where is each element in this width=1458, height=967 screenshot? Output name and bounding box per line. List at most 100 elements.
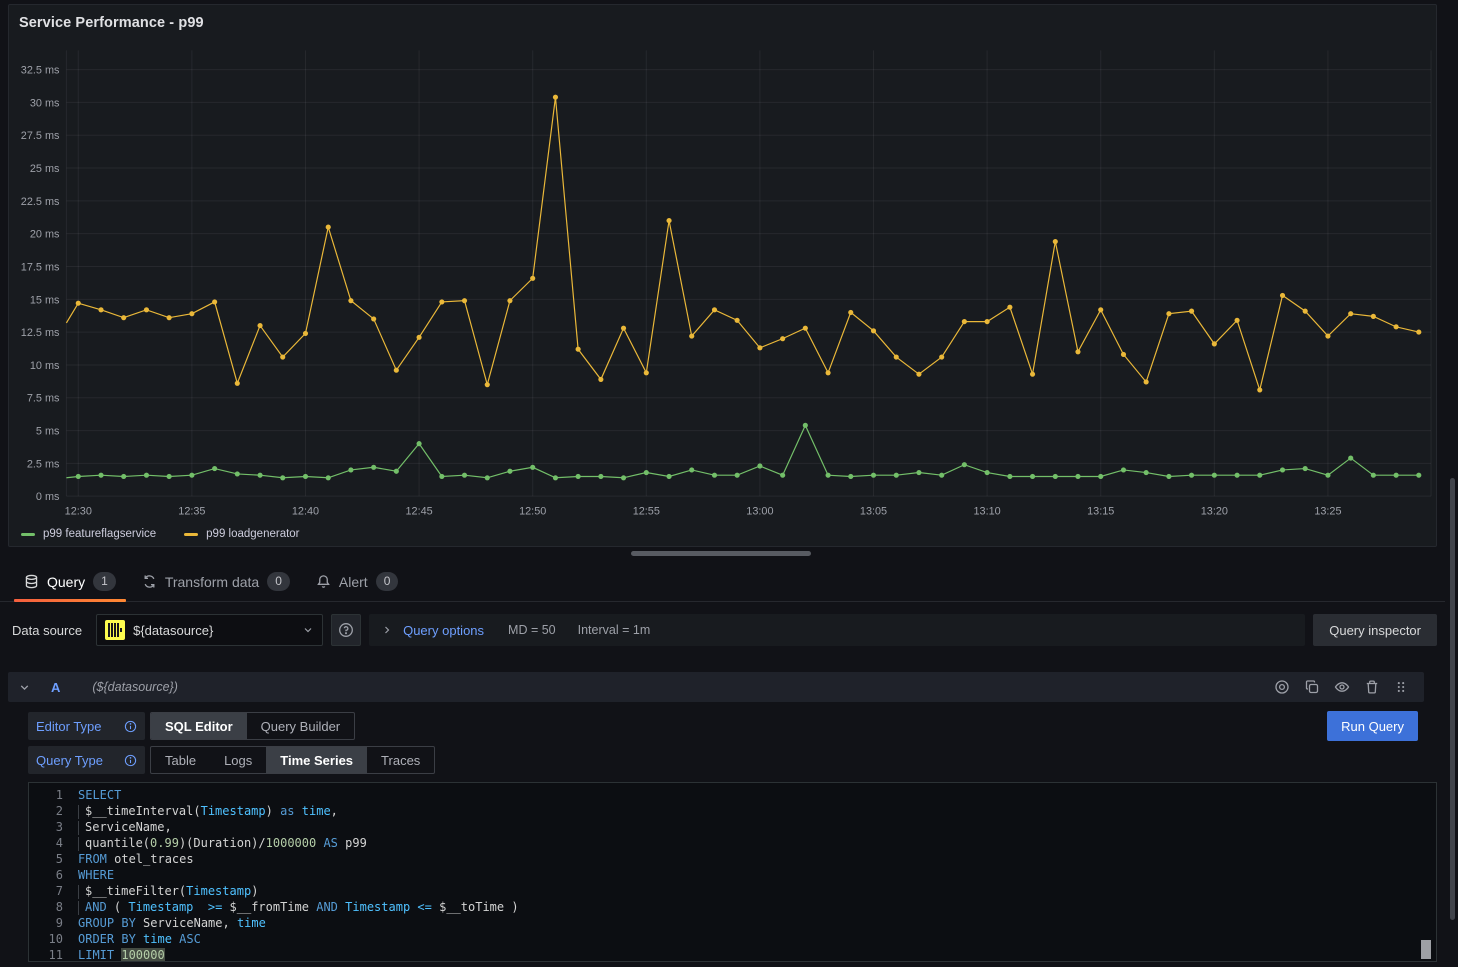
trash-icon[interactable] <box>1362 677 1382 697</box>
svg-text:12.5 ms: 12.5 ms <box>21 327 60 339</box>
info-circle-icon[interactable] <box>124 720 137 733</box>
question-circle-icon <box>338 622 354 638</box>
chevron-down-icon[interactable] <box>18 681 31 694</box>
chart-legend: p99 featureflagservice p99 loadgenerator <box>21 528 300 540</box>
tab-count-badge: 0 <box>375 572 399 591</box>
line-number: 11 <box>48 948 63 962</box>
tab-alert[interactable]: Alert 0 <box>306 562 408 601</box>
sql-editor[interactable]: 1 SELECT 2 $__timeInterval(Timestamp) as ti… <box>28 782 1437 962</box>
sql-line[interactable]: 11 LIMIT 100000 <box>29 947 1436 962</box>
legend-item-featureflagservice[interactable]: p99 featureflagservice <box>21 528 156 540</box>
database-icon <box>24 574 39 589</box>
query-ref-id[interactable]: A <box>51 679 61 695</box>
svg-text:12:40: 12:40 <box>292 505 319 517</box>
duplicate-query-icon[interactable] <box>1302 677 1322 697</box>
svg-text:2.5 ms: 2.5 ms <box>27 458 60 470</box>
query-options-md: MD = 50 <box>508 623 556 637</box>
svg-text:13:00: 13:00 <box>746 505 773 517</box>
datasource-help-button[interactable] <box>331 614 362 646</box>
editor-type-field-label: Editor Type <box>28 712 145 740</box>
svg-text:12:50: 12:50 <box>519 505 546 517</box>
sql-line[interactable]: 1 SELECT <box>29 787 1436 803</box>
drag-handle-icon[interactable] <box>1392 678 1410 696</box>
line-number: 8 <box>55 900 63 914</box>
sql-line[interactable]: 4 quantile(0.99)(Duration)/1000000 AS p99 <box>29 835 1436 851</box>
legend-label: p99 loadgenerator <box>206 528 300 540</box>
svg-text:13:10: 13:10 <box>974 505 1001 517</box>
query-type-label: Query Type <box>36 752 103 768</box>
query-type-time-series[interactable]: Time Series <box>266 747 368 773</box>
line-number: 4 <box>55 836 63 850</box>
editor-type-label: Editor Type <box>36 718 102 734</box>
query-type-logs[interactable]: Logs <box>210 747 266 773</box>
svg-text:30 ms: 30 ms <box>30 97 60 109</box>
svg-text:7.5 ms: 7.5 ms <box>27 393 60 405</box>
indent-guide <box>78 836 79 851</box>
query-inspector-button[interactable]: Query inspector <box>1313 614 1437 646</box>
legend-item-loadgenerator[interactable]: p99 loadgenerator <box>184 528 300 540</box>
query-toolbar: Data source ${datasource} Query options <box>8 614 1437 646</box>
query-type-table[interactable]: Table <box>151 747 210 773</box>
sql-line[interactable]: 8 AND ( Timestamp >= $__fromTime AND Time… <box>29 899 1436 915</box>
query-datasource-hint: (${datasource}) <box>92 680 178 694</box>
query-options-link[interactable]: Query options <box>403 622 485 638</box>
page-scrollbar <box>1450 0 1457 967</box>
indent-guide <box>78 804 79 819</box>
svg-text:17.5 ms: 17.5 ms <box>21 261 60 273</box>
sql-line[interactable]: 6 WHERE <box>29 867 1436 883</box>
query-options-bar[interactable]: Query options MD = 50 Interval = 1m <box>369 614 1306 646</box>
panel-service-performance: 0 ms 2.5 ms 5 ms 7.5 ms 10 ms 12.5 ms 15 ms 17.… <box>8 4 1437 547</box>
clickhouse-logo-icon <box>105 620 126 640</box>
line-number: 7 <box>55 884 63 898</box>
svg-text:13:05: 13:05 <box>860 505 887 517</box>
svg-text:13:15: 13:15 <box>1087 505 1114 517</box>
datasource-value: ${datasource} <box>133 622 214 638</box>
line-number: 2 <box>55 804 63 818</box>
query-type-field-label: Query Type <box>28 746 145 774</box>
sql-line[interactable]: 7 $__timeFilter(Timestamp) <box>29 883 1436 899</box>
record-circle-icon[interactable] <box>1272 677 1292 697</box>
svg-text:12:30: 12:30 <box>65 505 92 517</box>
eye-icon[interactable] <box>1332 677 1352 697</box>
tab-transform-data[interactable]: Transform data 0 <box>132 562 300 601</box>
timeseries-chart[interactable]: 0 ms 2.5 ms 5 ms 7.5 ms 10 ms 12.5 ms 15 ms 17.… <box>9 5 1436 546</box>
svg-text:12:45: 12:45 <box>405 505 432 517</box>
svg-text:25 ms: 25 ms <box>30 163 60 175</box>
chevron-down-icon <box>302 624 314 636</box>
svg-text:15 ms: 15 ms <box>30 294 60 306</box>
sql-line[interactable]: 10 ORDER BY time ASC <box>29 931 1436 947</box>
run-query-button[interactable]: Run Query <box>1327 711 1418 741</box>
info-circle-icon[interactable] <box>124 754 137 767</box>
horizontal-scrollbar-thumb[interactable] <box>631 551 811 556</box>
sql-line[interactable]: 5 FROM otel_traces <box>29 851 1436 867</box>
editor-type-query-builder[interactable]: Query Builder <box>247 713 354 739</box>
panel-title: Service Performance - p99 <box>19 15 204 31</box>
indent-guide <box>78 820 79 835</box>
page-scrollbar-thumb[interactable] <box>1450 478 1455 920</box>
sql-line[interactable]: 2 $__timeInterval(Timestamp) as time, <box>29 803 1436 819</box>
svg-text:10 ms: 10 ms <box>30 360 60 372</box>
editor-scrollbar-thumb[interactable] <box>1421 940 1431 959</box>
editor-type-sql-editor[interactable]: SQL Editor <box>151 713 247 739</box>
line-number: 1 <box>55 788 63 802</box>
query-type-traces[interactable]: Traces <box>367 747 434 773</box>
tab-count-badge: 0 <box>267 572 290 591</box>
datasource-label: Data source <box>12 622 83 638</box>
sql-code[interactable]: 1 SELECT 2 $__timeInterval(Timestamp) as ti… <box>29 787 1436 962</box>
indent-guide <box>78 884 79 899</box>
tab-query[interactable]: Query 1 <box>14 562 126 602</box>
query-row-actions <box>1272 677 1410 697</box>
svg-text:5 ms: 5 ms <box>36 426 60 438</box>
sql-line[interactable]: 9 GROUP BY ServiceName, time <box>29 915 1436 931</box>
query-options-interval: Interval = 1m <box>577 623 651 637</box>
tab-label: Transform data <box>164 573 260 590</box>
legend-swatch-yellow <box>184 532 199 536</box>
query-row-header[interactable]: A (${datasource}) <box>8 672 1424 702</box>
bell-icon <box>316 574 331 589</box>
svg-text:32.5 ms: 32.5 ms <box>21 65 60 77</box>
datasource-select[interactable]: ${datasource} <box>96 614 324 646</box>
line-number: 3 <box>55 820 63 834</box>
sql-line[interactable]: 3 ServiceName, <box>29 819 1436 835</box>
query-type-options: Table Logs Time Series Traces <box>150 746 436 774</box>
